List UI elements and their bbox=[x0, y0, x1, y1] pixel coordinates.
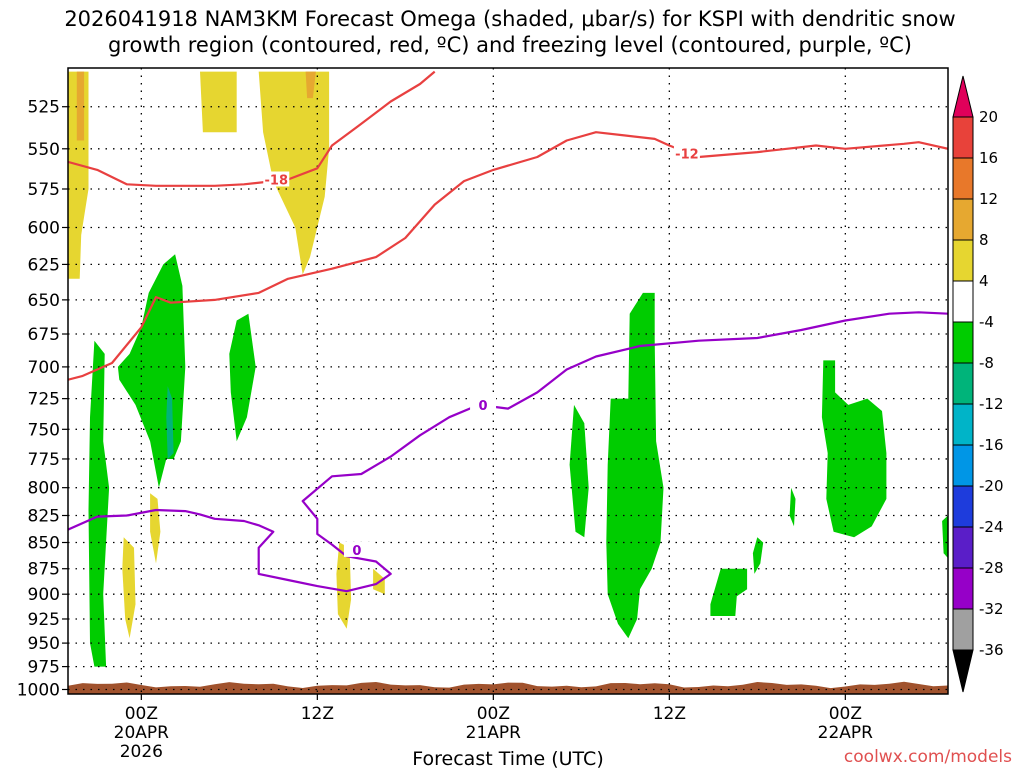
colorbar-swatch-6 bbox=[952, 362, 974, 405]
contour-label-bg-3 bbox=[343, 541, 370, 557]
colorbar-label-9: -20 bbox=[979, 477, 1004, 495]
colorbar-swatch-10 bbox=[952, 526, 974, 569]
x-tick-label-0-2: 20APR bbox=[114, 723, 170, 743]
colorbar-label-4: 4 bbox=[979, 272, 989, 290]
dgz-upper bbox=[68, 70, 436, 187]
colorbar-swatch-0 bbox=[952, 116, 974, 159]
y-axis: 525 550 575 600 625 650 675 700 725 750 775 800 825 8… bbox=[17, 98, 68, 700]
colorbar-label-10: -24 bbox=[979, 518, 1004, 536]
contour-label-1: -12 bbox=[675, 148, 699, 163]
freezing-level bbox=[68, 311, 948, 593]
colorbar-swatch-11 bbox=[952, 567, 974, 610]
contour-label-2: 0 bbox=[479, 399, 488, 414]
colorbar-swatch-8 bbox=[952, 444, 974, 487]
x-tick-label-0-3: 2026 bbox=[120, 742, 163, 762]
x-tick-label-24-2: 21APR bbox=[466, 723, 522, 743]
colorbar-label-0: 20 bbox=[979, 108, 998, 126]
contour-label-bg-0 bbox=[263, 171, 290, 187]
chart-title-line2: growth region (contoured, red, ºC) and f… bbox=[108, 33, 912, 57]
y-tick-label-950: 950 bbox=[28, 634, 60, 654]
y-tick-label-725: 725 bbox=[28, 390, 60, 410]
omega-neg-5 bbox=[569, 404, 589, 538]
dgz-lower bbox=[68, 131, 948, 381]
y-tick-label-925: 925 bbox=[28, 610, 60, 630]
colorbar-label-6: -8 bbox=[979, 354, 994, 372]
y-tick-label-750: 750 bbox=[28, 420, 60, 440]
colorbar-swatch-3 bbox=[952, 239, 974, 282]
x-tick-label-36-1: 12Z bbox=[653, 704, 686, 724]
colorbar: 20 16 12 8 4 -4 -8 -12 -16 -20 -24 -28 -32 -36 bbox=[952, 75, 1004, 693]
omega-shading-layer bbox=[68, 71, 948, 667]
y-tick-label-575: 575 bbox=[28, 180, 60, 200]
x-axis-label: Forecast Time (UTC) bbox=[412, 748, 603, 768]
colorbar-swatch-2 bbox=[952, 198, 974, 241]
terrain-layer bbox=[68, 681, 948, 694]
omega-neg-7 bbox=[710, 568, 748, 616]
y-tick-label-975: 975 bbox=[28, 658, 60, 678]
y-tick-label-600: 600 bbox=[28, 218, 60, 238]
x-tick-label-24-1: 00Z bbox=[477, 704, 510, 724]
y-tick-label-900: 900 bbox=[28, 585, 60, 605]
omega-pos-8 bbox=[336, 542, 352, 629]
omega-neg-8 bbox=[752, 537, 764, 574]
contour-layer bbox=[68, 70, 948, 593]
omega-pos-2 bbox=[76, 71, 85, 141]
y-tick-label-700: 700 bbox=[28, 358, 60, 378]
colorbar-label-2: 12 bbox=[979, 190, 998, 208]
y-tick-label-650: 650 bbox=[28, 291, 60, 311]
colorbar-swatch-12 bbox=[952, 608, 974, 651]
omega-pos-5 bbox=[305, 71, 316, 99]
omega-pos-6 bbox=[122, 537, 136, 639]
colorbar-label-1: 16 bbox=[979, 149, 998, 167]
omega-pos-4 bbox=[258, 71, 330, 275]
omega-neg-11 bbox=[942, 515, 948, 559]
y-tick-label-675: 675 bbox=[28, 325, 60, 345]
colorbar-swatch-9 bbox=[952, 485, 974, 528]
contour-label-bg-2 bbox=[470, 396, 497, 412]
y-tick-label-850: 850 bbox=[28, 534, 60, 554]
plot-frame bbox=[67, 67, 949, 695]
x-tick-label-48-1: 00Z bbox=[829, 704, 862, 724]
colorbar-label-11: -28 bbox=[979, 559, 1004, 577]
colorbar-label-3: 8 bbox=[979, 231, 989, 249]
contour-label-0: -18 bbox=[265, 174, 289, 189]
y-tick-label-525: 525 bbox=[28, 98, 60, 118]
y-tick-label-875: 875 bbox=[28, 560, 60, 580]
omega-pos-3 bbox=[200, 71, 237, 133]
colorbar-bottom-arrow bbox=[952, 649, 974, 693]
contour-label-layer: -18 -12 0 0 bbox=[263, 145, 700, 559]
x-tick-label-48-2: 22APR bbox=[818, 723, 874, 743]
y-tick-label-625: 625 bbox=[28, 255, 60, 275]
omega-neg-6 bbox=[606, 292, 664, 639]
omega-neg-4 bbox=[229, 313, 256, 442]
colorbar-swatch-5 bbox=[952, 321, 974, 364]
colorbar-label-5: -4 bbox=[979, 313, 994, 331]
omega-neg-9 bbox=[789, 487, 796, 527]
y-tick-label-1000: 1000 bbox=[17, 680, 60, 700]
contour-label-bg-1 bbox=[673, 145, 700, 161]
colorbar-label-7: -12 bbox=[979, 395, 1004, 413]
y-tick-label-550: 550 bbox=[28, 140, 60, 160]
colorbar-swatch-4 bbox=[952, 280, 974, 323]
chart-title-line1: 2026041918 NAM3KM Forecast Omega (shaded… bbox=[64, 7, 955, 31]
y-tick-label-800: 800 bbox=[28, 479, 60, 499]
x-tick-label-12-1: 12Z bbox=[301, 704, 334, 724]
omega-neg-1 bbox=[88, 340, 110, 667]
watermark: coolwx.com/models bbox=[844, 747, 1012, 767]
colorbar-label-13: -36 bbox=[979, 641, 1004, 659]
colorbar-swatch-1 bbox=[952, 157, 974, 200]
colorbar-label-8: -16 bbox=[979, 436, 1004, 454]
terrain-fill bbox=[68, 681, 948, 694]
x-tick-label-0-1: 00Z bbox=[125, 704, 158, 724]
contour-label-3: 0 bbox=[352, 544, 361, 559]
y-tick-label-775: 775 bbox=[28, 450, 60, 470]
y-tick-label-825: 825 bbox=[28, 507, 60, 527]
omega-neg-3 bbox=[166, 386, 174, 459]
colorbar-swatch-7 bbox=[952, 403, 974, 446]
omega-neg-10 bbox=[821, 360, 887, 538]
colorbar-label-12: -32 bbox=[979, 600, 1004, 618]
